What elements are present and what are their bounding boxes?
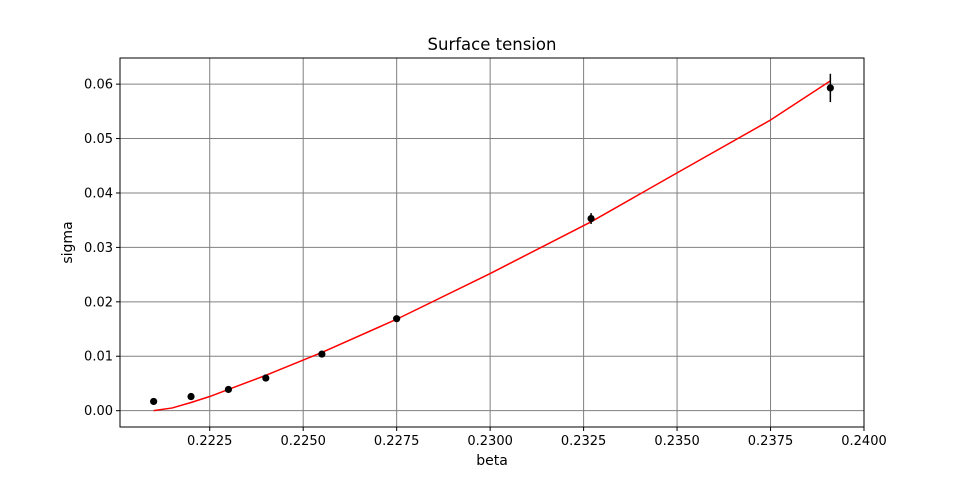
y-tick-label: 0.05 bbox=[84, 132, 113, 147]
plot-frame bbox=[119, 57, 865, 428]
data-points-layer bbox=[150, 73, 834, 406]
x-axis-label: beta bbox=[476, 453, 508, 469]
x-tick-label: 0.2300 bbox=[467, 434, 513, 449]
data-point bbox=[224, 385, 233, 394]
y-axis-ticks: 0.00 0.01 0.02 0.03 0.04 0.05 0.06 bbox=[84, 78, 120, 419]
y-tick-label: 0.01 bbox=[84, 350, 113, 365]
x-tick-label: 0.2325 bbox=[561, 434, 607, 449]
y-tick-label: 0.03 bbox=[84, 241, 113, 256]
y-tick-label: 0.06 bbox=[84, 78, 113, 93]
data-point bbox=[262, 374, 270, 382]
x-tick-label: 0.2350 bbox=[654, 434, 700, 449]
chart-title: Surface tension bbox=[428, 35, 557, 54]
data-point bbox=[393, 315, 401, 323]
x-tick-label: 0.2225 bbox=[187, 434, 233, 449]
x-axis-ticks: 0.2225 0.2250 0.2275 0.2300 0.2325 0.2350 0.23… bbox=[187, 427, 887, 449]
x-tick-label: 0.2400 bbox=[841, 434, 887, 449]
x-tick-label: 0.2250 bbox=[280, 434, 326, 449]
data-point bbox=[150, 397, 158, 406]
y-axis-label: sigma bbox=[60, 221, 76, 263]
y-tick-label: 0.04 bbox=[84, 186, 113, 201]
data-point bbox=[187, 392, 195, 401]
x-tick-label: 0.2275 bbox=[374, 434, 420, 449]
data-point bbox=[318, 350, 326, 358]
y-tick-label: 0.02 bbox=[84, 295, 113, 310]
data-point bbox=[587, 214, 595, 223]
x-tick-label: 0.2375 bbox=[748, 434, 794, 449]
data-point bbox=[826, 84, 834, 92]
plot-area bbox=[120, 58, 864, 427]
y-tick-label: 0.00 bbox=[84, 404, 113, 419]
